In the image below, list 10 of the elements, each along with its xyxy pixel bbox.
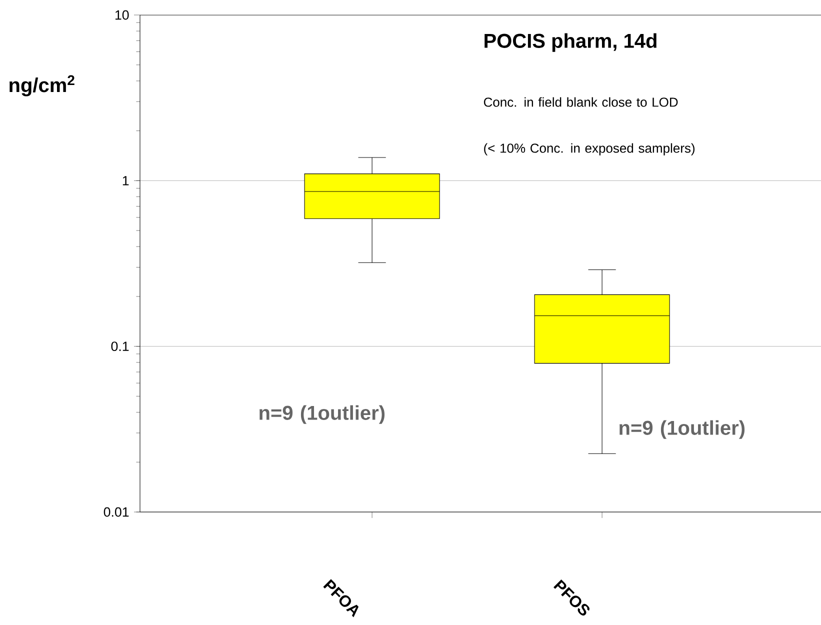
y-tick-label: 10 bbox=[115, 10, 129, 20]
annotation: n=9 (1outlier) bbox=[620, 420, 745, 439]
y-tick-label: 0.01 bbox=[104, 507, 129, 517]
y-axis-title: ng/cm$^{2}$ bbox=[10, 75, 74, 96]
annotation: Conc. in field blank close to LOD bbox=[484, 97, 678, 107]
text: POCIS pharm, 14d bbox=[484, 33, 656, 52]
annotation: n=9 (1outlier) bbox=[260, 405, 385, 424]
annotation: (< 10% Conc. in exposed samplers) bbox=[484, 143, 695, 156]
y-tick-label: 0.1 bbox=[111, 342, 129, 352]
y-tick-label: 1 bbox=[122, 176, 129, 186]
